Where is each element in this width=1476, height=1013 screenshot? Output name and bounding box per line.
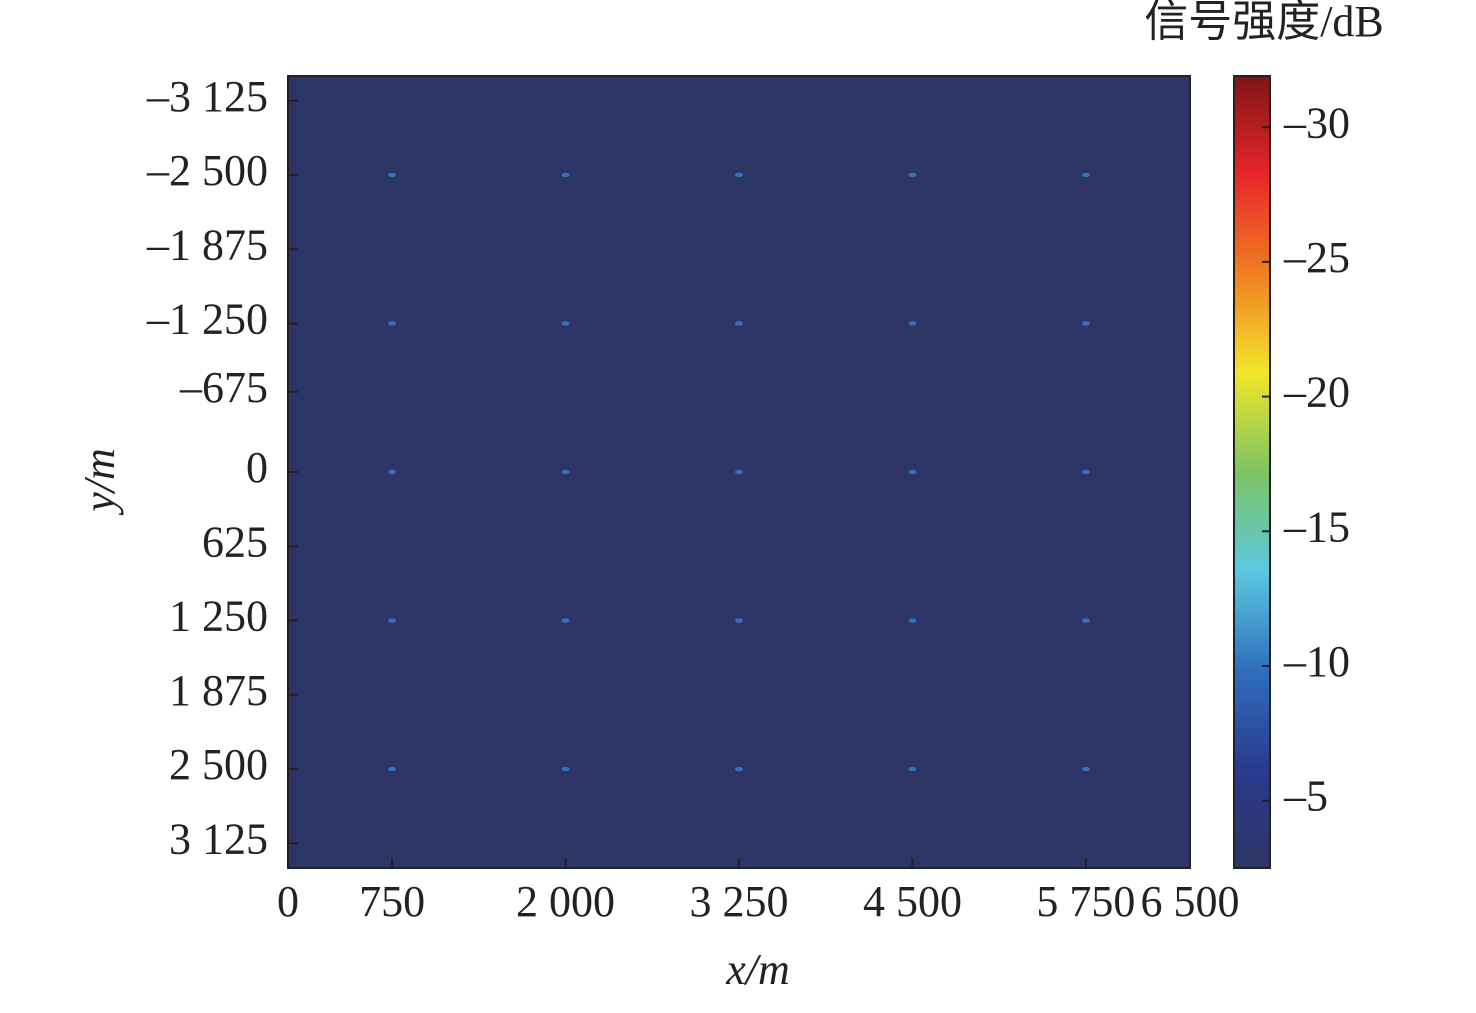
signal-spot: [908, 172, 917, 178]
y-tick-label: 1 875: [169, 666, 268, 715]
y-tick-label: 625: [202, 517, 268, 566]
y-tick-label: –3 125: [146, 72, 268, 121]
signal-spot: [735, 172, 743, 178]
signal-spot: [561, 766, 570, 772]
signal-spot: [908, 469, 917, 475]
y-tick-label: –2 500: [146, 146, 268, 195]
signal-spot: [908, 321, 917, 326]
colorbar-tick-label: –20: [1283, 368, 1350, 417]
y-tick-label: –675: [179, 363, 268, 412]
colorbar-title: 信号强度/dB: [1144, 0, 1384, 46]
x-tick-label: 5 750: [1036, 877, 1135, 926]
signal-spot: [561, 469, 570, 475]
x-tick-label: 6 500: [1141, 877, 1240, 926]
signal-spot: [908, 766, 917, 772]
signal-spot: [388, 321, 397, 326]
x-tick-label: 0: [277, 877, 299, 926]
signal-spot: [735, 766, 743, 772]
colorbar-tick-label: –25: [1283, 233, 1350, 282]
y-tick-label: –1 250: [146, 295, 268, 344]
colorbar-tick-label: –15: [1283, 502, 1350, 551]
y-tick-label: 0: [246, 443, 268, 492]
signal-spot: [561, 172, 570, 178]
y-tick-label: 1 250: [169, 592, 268, 641]
colorbar-tick-label: –5: [1283, 772, 1328, 821]
signal-spot: [561, 618, 570, 623]
signal-spot: [735, 469, 743, 475]
signal-spot: [388, 172, 397, 178]
y-axis-label: y/m: [75, 448, 124, 516]
signal-spot: [561, 321, 570, 326]
signal-spot: [1081, 321, 1090, 326]
colorbar-tick-label: –10: [1283, 637, 1350, 686]
x-axis-label: x/m: [725, 945, 790, 994]
signal-spot: [908, 618, 917, 623]
signal-spot: [1081, 469, 1090, 475]
signal-spot: [1081, 172, 1090, 178]
signal-spot: [1081, 766, 1090, 772]
signal-spot: [388, 469, 397, 475]
colorbar-tick-label: –30: [1283, 98, 1350, 147]
signal-spot: [1081, 618, 1090, 623]
x-tick-label: 2 000: [516, 877, 615, 926]
x-tick-label: 750: [359, 877, 425, 926]
x-tick-label: 3 250: [690, 877, 789, 926]
y-tick-label: –1 875: [146, 220, 268, 269]
signal-spot: [735, 321, 743, 326]
y-tick-label: 2 500: [169, 740, 268, 789]
x-tick-label: 4 500: [863, 877, 962, 926]
colorbar: [1233, 75, 1271, 869]
signal-spot: [735, 618, 743, 623]
signal-spot: [388, 618, 397, 623]
y-tick-label: 3 125: [169, 814, 268, 863]
signal-spot: [388, 766, 397, 772]
